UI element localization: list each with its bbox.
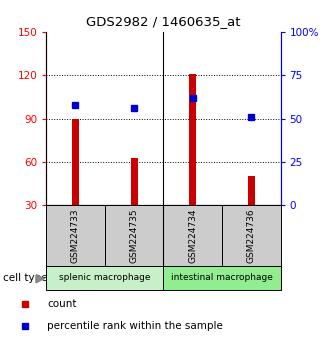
Text: percentile rank within the sample: percentile rank within the sample xyxy=(47,321,223,331)
Text: splenic macrophage: splenic macrophage xyxy=(59,273,150,282)
Bar xyxy=(131,158,138,205)
Bar xyxy=(72,119,79,205)
Text: count: count xyxy=(47,299,77,309)
Bar xyxy=(46,205,105,266)
Text: ▶: ▶ xyxy=(36,272,46,284)
Text: GSM224733: GSM224733 xyxy=(71,208,80,263)
Text: cell type: cell type xyxy=(3,273,48,283)
Bar xyxy=(163,266,280,290)
Bar xyxy=(222,205,280,266)
Bar xyxy=(105,205,163,266)
Text: GSM224734: GSM224734 xyxy=(188,208,197,263)
Text: GSM224735: GSM224735 xyxy=(130,208,139,263)
Bar xyxy=(46,266,163,290)
Bar xyxy=(248,176,255,205)
Title: GDS2982 / 1460635_at: GDS2982 / 1460635_at xyxy=(86,15,241,28)
Bar xyxy=(189,74,196,205)
Bar xyxy=(163,205,222,266)
Text: GSM224736: GSM224736 xyxy=(247,208,256,263)
Text: intestinal macrophage: intestinal macrophage xyxy=(171,273,273,282)
